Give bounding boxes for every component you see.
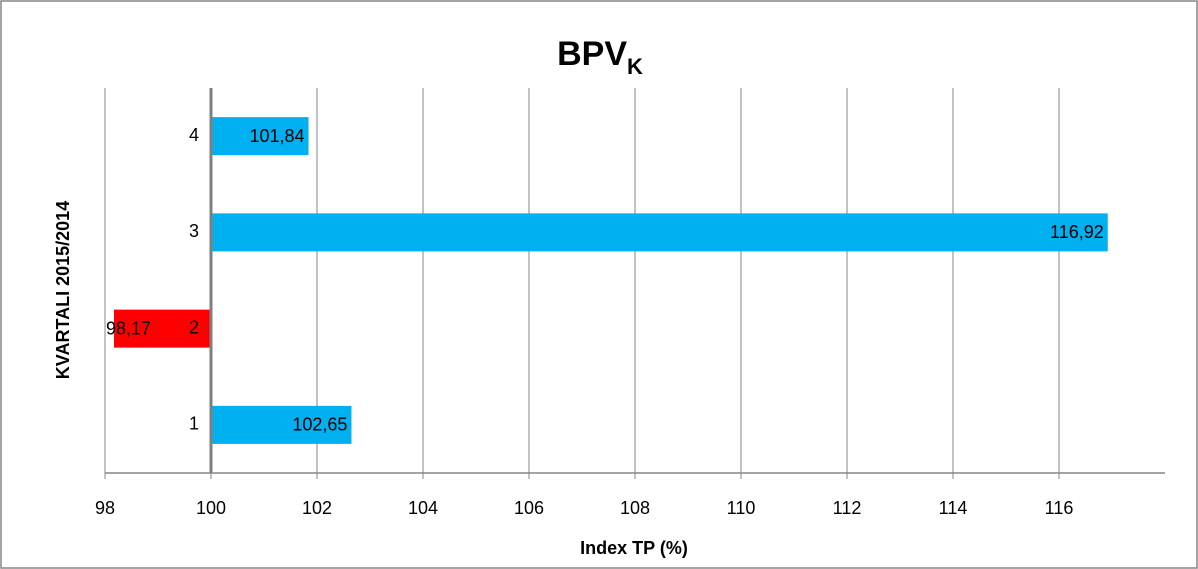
x-tick-label: 106: [514, 498, 544, 518]
x-tick-label: 98: [95, 498, 115, 518]
x-tick-label: 116: [1045, 498, 1074, 518]
x-tick-label: 110: [727, 498, 756, 518]
x-tick-label: 102: [302, 498, 332, 518]
y-tick-label: 1: [189, 414, 199, 434]
y-tick-label: 3: [189, 221, 199, 241]
data-label: 102,65: [292, 415, 347, 435]
x-tick-label: 100: [196, 498, 226, 518]
bar: [211, 117, 309, 156]
data-label: 116,92: [1050, 222, 1104, 242]
y-tick-label: 4: [189, 125, 199, 145]
bar: [211, 213, 1108, 252]
x-tick-label: 104: [408, 498, 438, 518]
x-tick-label: 114: [939, 498, 968, 518]
x-axis-label: Index TP (%): [580, 538, 688, 558]
bar: [114, 309, 211, 348]
x-tick-label: 112: [833, 498, 862, 518]
chart-title: BPVK: [557, 35, 643, 79]
y-axis-label: KVARTALI 2015/2014: [53, 201, 73, 379]
bar: [211, 405, 352, 444]
x-tick-label: 108: [620, 498, 650, 518]
y-tick-label: 2: [189, 317, 199, 337]
data-label: 98,17: [106, 318, 151, 338]
data-label: 101,84: [249, 126, 304, 146]
